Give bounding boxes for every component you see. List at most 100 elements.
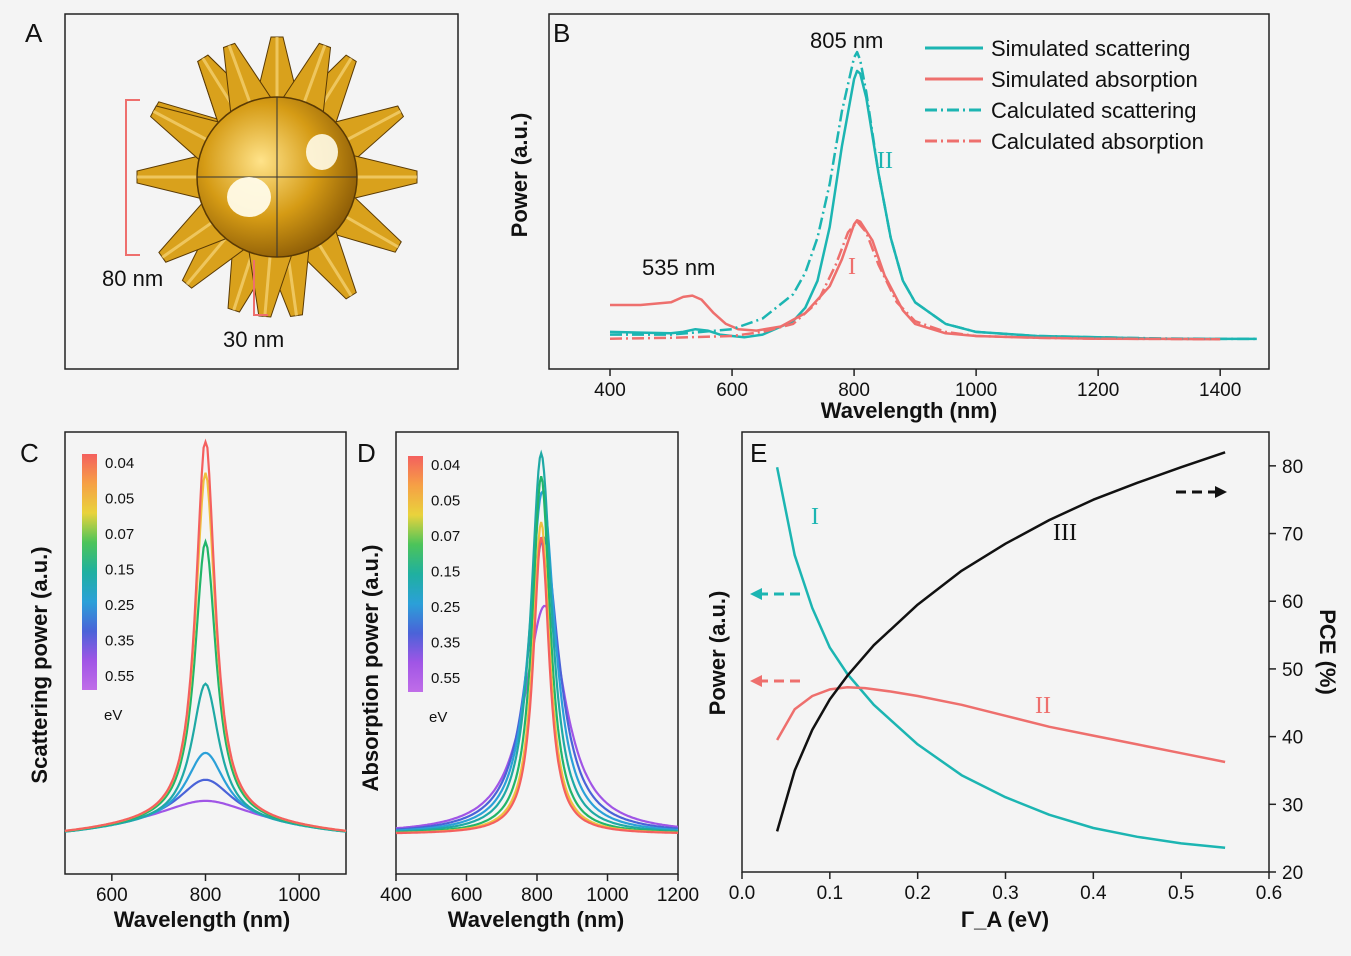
panel-e-y-tick-label: 60 — [1282, 592, 1303, 613]
panel-e-series-I — [775, 466, 1226, 850]
colorbar-label: 0.15 — [431, 564, 460, 581]
panel-b-series-simulated-absorption — [610, 219, 1221, 341]
panel-d-x-tick-label: 800 — [521, 885, 553, 906]
colorbar-gradient — [408, 456, 423, 692]
arrow-left-salmon — [750, 675, 800, 687]
panel-b-y-axis-title: Power (a.u.) — [507, 113, 532, 238]
panel-c-series-0.07 — [64, 538, 347, 833]
panel-c-series-0.04 — [64, 438, 347, 832]
panel-e-frame — [741, 431, 1270, 873]
panel-d-colorbar-unit: eV — [429, 709, 447, 726]
nanostar-spike-highlight — [152, 109, 213, 144]
panel-e-x-tick-label: 0.3 — [992, 883, 1018, 904]
panel-c-colorbar: 0.04 0.05 0.07 0.15 0.25 0.35 0.55 — [82, 454, 134, 690]
panel-e-y-tick-label: 70 — [1282, 525, 1303, 546]
panel-b-x-ticks: 400 600 800 1000 1200 1400 — [594, 369, 1241, 401]
panel-d-x-tick-label: 400 — [380, 885, 412, 906]
panel-d-series-0.15 — [395, 449, 678, 833]
panel-d-series-0.55 — [395, 604, 679, 830]
colorbar-label: 0.07 — [431, 528, 460, 545]
panel-b-x-tick-label: 400 — [594, 380, 626, 401]
colorbar-label: 0.25 — [105, 597, 134, 614]
panel-b-frame — [548, 13, 1270, 370]
panel-c: C 600 800 1000 Wavelength (nm) Scattering … — [20, 431, 347, 932]
panel-b-legend: Simulated scattering Simulated absorption… — [925, 36, 1204, 154]
dimension-label-30nm: 30 nm — [223, 327, 284, 352]
panel-b-x-tick-label: 600 — [716, 380, 748, 401]
panel-e-ticks: 0.0 0.1 0.2 0.3 0.4 0.5 0.620 30 40 50 60 70 80 — [729, 457, 1303, 904]
panel-e-x-tick-label: 0.1 — [817, 883, 843, 904]
panel-b-roman-ii: II — [877, 148, 893, 174]
colorbar-label: 0.15 — [105, 562, 134, 579]
peak-label-535nm: 535 nm — [642, 255, 715, 280]
nanostar-spike-highlight — [314, 238, 353, 297]
panel-a-letter: A — [25, 18, 43, 48]
panel-d-x-ticks: 400 600 800 1000 1200 — [380, 874, 699, 906]
panel-e-x-tick-label: 0.2 — [904, 883, 930, 904]
panel-b-x-tick-label: 1400 — [1199, 380, 1241, 401]
nanostar-spike-highlight — [227, 44, 254, 108]
nanostar-spike-highlight — [185, 232, 231, 286]
colorbar-label: 0.55 — [431, 670, 460, 687]
panel-c-series — [64, 438, 347, 833]
panel-e-x-tick-label: 0.4 — [1080, 883, 1107, 904]
colorbar-label: 0.04 — [431, 457, 460, 474]
dimension-label-80nm: 80 nm — [102, 266, 163, 291]
panel-d-letter: D — [357, 438, 376, 468]
colorbar-label: 0.05 — [431, 493, 460, 510]
nanostar-highlight — [306, 134, 338, 170]
colorbar-label: 0.35 — [105, 633, 134, 650]
colorbar-label: 0.04 — [105, 455, 134, 472]
colorbar-label: 0.05 — [105, 491, 134, 508]
panel-d-x-tick-label: 600 — [451, 885, 483, 906]
panel-e-x-axis-title: Γ_A (eV) — [961, 907, 1049, 932]
panel-e-y-axis-right-title: PCE (%) — [1315, 609, 1340, 695]
panel-d-x-tick-label: 1200 — [657, 885, 699, 906]
panel-e-series — [775, 451, 1226, 850]
colorbar-label: 0.07 — [105, 526, 134, 543]
panel-c-colorbar-unit: eV — [104, 707, 122, 724]
nanostar-spike-highlight — [340, 212, 399, 249]
panel-b-series — [609, 50, 1257, 341]
dimension-bracket-80nm — [125, 99, 140, 256]
arrow-right-black — [1176, 486, 1227, 498]
panel-e-y-tick-label: 50 — [1282, 660, 1303, 681]
colorbar-label: 0.55 — [105, 668, 134, 685]
peak-label-805nm: 805 nm — [810, 28, 883, 53]
panel-a: A 80 nm 30 nm — [25, 13, 459, 370]
panel-b: B 400 600 800 1000 1200 1400 Wavelength (nm) … — [507, 13, 1270, 423]
legend-label: Simulated scattering — [991, 36, 1190, 61]
panel-e-series-II — [776, 685, 1226, 764]
panel-b-letter: B — [553, 18, 570, 48]
panel-d-series-0.04 — [395, 536, 678, 835]
panel-e: E 0.0 0.1 0.2 0.3 0.4 0.5 0.620 30 40 50 60 70 80 Γ_… — [705, 431, 1340, 932]
panel-e-x-tick-label: 0.0 — [729, 883, 755, 904]
panel-d-x-axis-title: Wavelength (nm) — [448, 907, 624, 932]
panel-b-series-calculated-absorption — [609, 220, 1221, 341]
panel-e-y-axis-left-title: Power (a.u.) — [705, 591, 730, 716]
panel-d: D 400 600 800 1000 1200 Wavelength (nm) Abso… — [357, 431, 699, 932]
panel-c-series-0.25 — [64, 751, 347, 833]
gold-nanostar-illustration — [136, 36, 418, 318]
colorbar-label: 0.35 — [431, 635, 460, 652]
panel-e-y-tick-label: 80 — [1282, 457, 1303, 478]
legend-label: Simulated absorption — [991, 67, 1198, 92]
panel-e-roman-i: I — [811, 504, 819, 530]
panel-b-x-tick-label: 1200 — [1077, 380, 1119, 401]
panel-c-y-axis-title: Scattering power (a.u.) — [27, 546, 52, 783]
panel-b-x-tick-label: 800 — [838, 380, 870, 401]
panel-b-series-calculated-scattering — [610, 50, 1257, 341]
nanostar-spike-highlight — [263, 250, 273, 317]
dimension-bracket-30nm — [253, 260, 268, 316]
panel-e-y-tick-label: 20 — [1282, 863, 1303, 884]
panel-b-roman-i: I — [848, 254, 856, 280]
nanostar-spike-highlight — [161, 218, 218, 259]
colorbar-label: 0.25 — [431, 599, 460, 616]
panel-e-series-III — [775, 451, 1226, 832]
legend-label: Calculated absorption — [991, 129, 1204, 154]
panel-e-x-tick-label: 0.5 — [1168, 883, 1194, 904]
panel-d-x-tick-label: 1000 — [586, 885, 628, 906]
panel-c-letter: C — [20, 438, 39, 468]
panel-e-x-tick-label: 0.6 — [1256, 883, 1282, 904]
